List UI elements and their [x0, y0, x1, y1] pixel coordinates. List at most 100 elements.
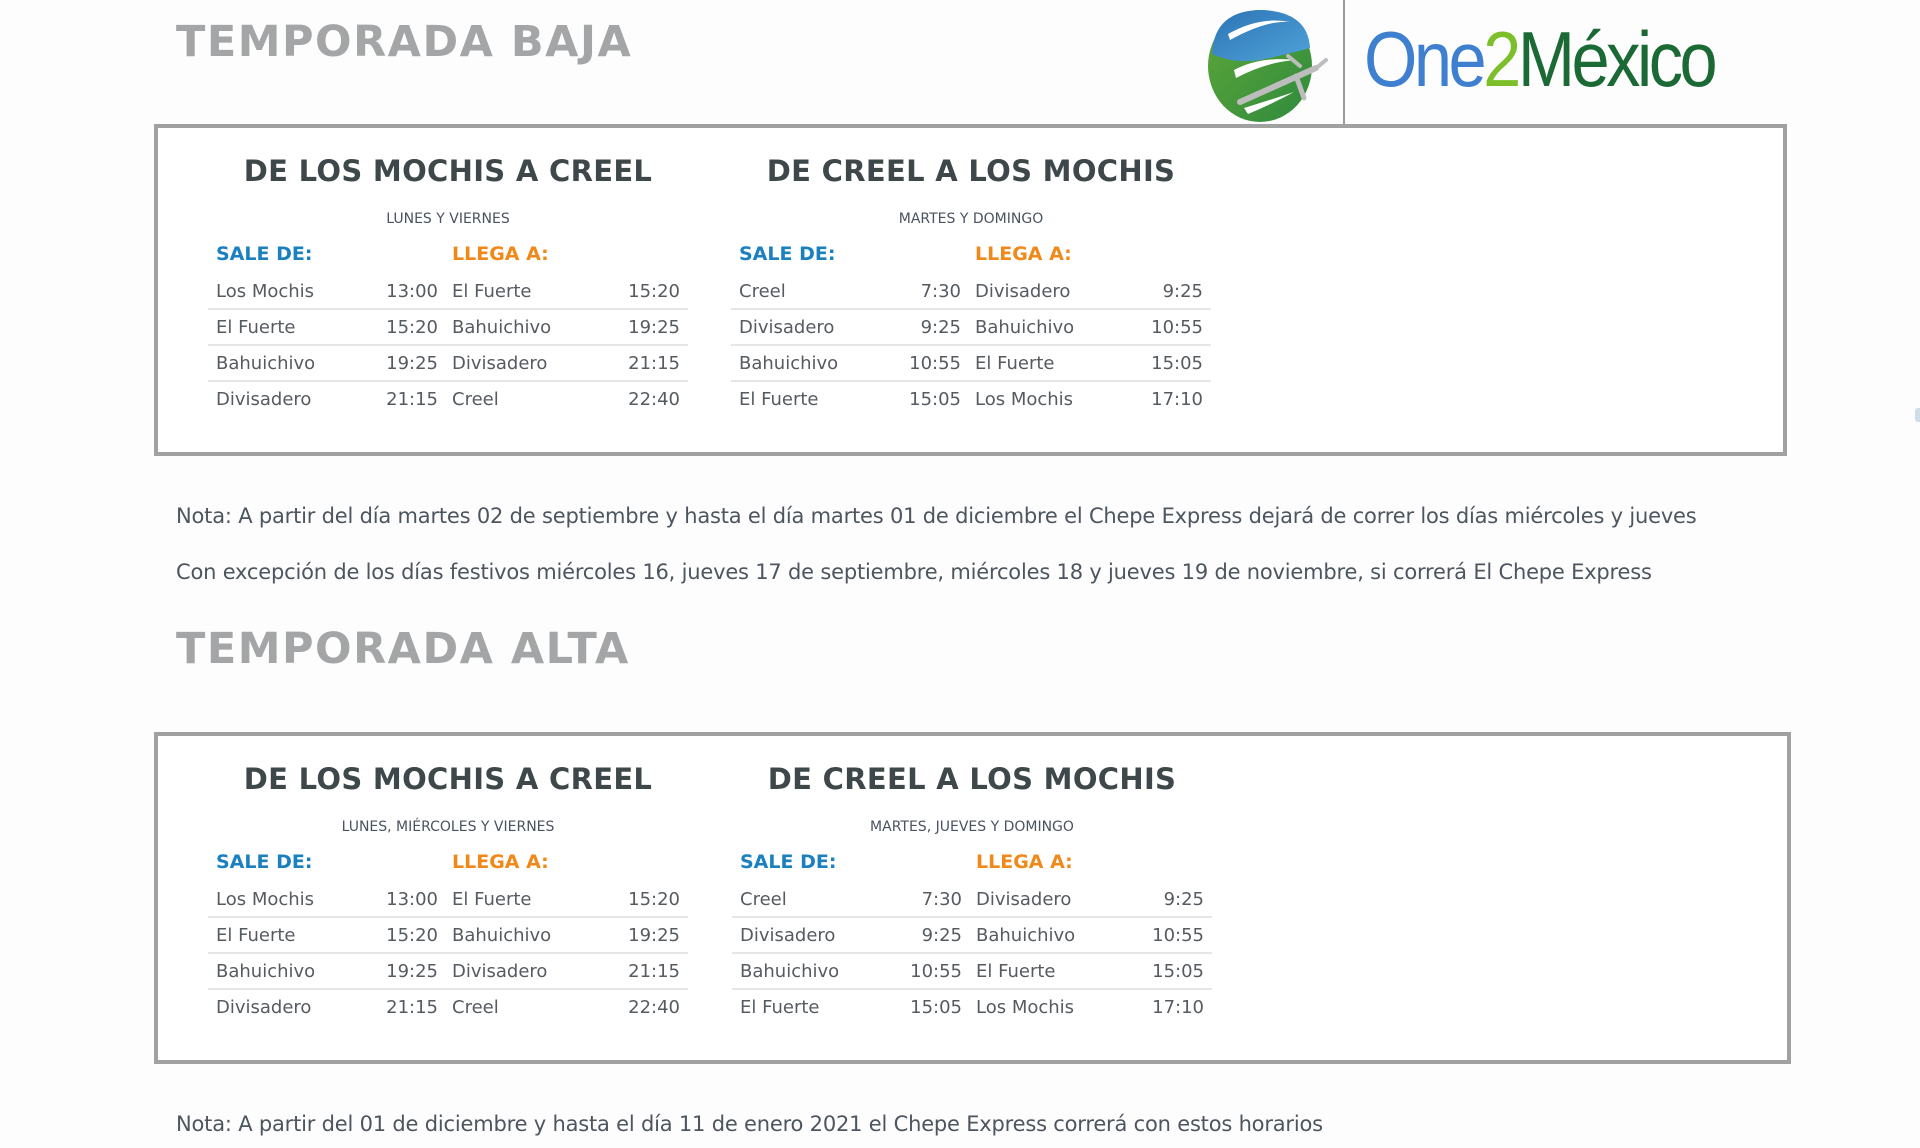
globe-airplane-icon: [1208, 10, 1328, 122]
from-station: Bahuichivo: [216, 961, 316, 982]
departure-time: 7:30: [921, 889, 962, 910]
table-row: Divisadero 9:25 Bahuichivo 10:55: [732, 918, 1212, 954]
logo-divider: [1343, 0, 1345, 126]
from-station: Bahuichivo: [216, 353, 316, 374]
to-station: Bahuichivo: [452, 925, 552, 946]
arrival-time: 22:40: [628, 389, 680, 410]
schedule-table: Creel 7:30 Divisadero 9:25 Divisadero 9:…: [732, 882, 1212, 1026]
from-station: El Fuerte: [739, 389, 819, 410]
from-station: Creel: [740, 889, 787, 910]
to-station: Los Mochis: [976, 997, 1075, 1018]
note-baja-2: Con excepción de los días festivos miérc…: [176, 560, 1652, 584]
to-station: Bahuichivo: [452, 317, 552, 338]
brand-name-mexico: México: [1517, 15, 1718, 103]
departure-time: 7:30: [920, 281, 961, 302]
table-row: Los Mochis 13:00 El Fuerte 15:20: [208, 274, 688, 310]
table-row: Creel 7:30 Divisadero 9:25: [732, 882, 1212, 918]
table-row: Divisadero 21:15 Creel 22:40: [208, 382, 688, 418]
from-station: El Fuerte: [216, 317, 296, 338]
note-alta-1: Nota: A partir del 01 de diciembre y has…: [176, 1112, 1323, 1136]
from-station: El Fuerte: [216, 925, 296, 946]
to-station: El Fuerte: [452, 889, 532, 910]
schedule-box-alta: DE LOS MOCHIS A CREEL LUNES, MIÉRCOLES Y…: [154, 732, 1791, 1064]
to-station: Divisadero: [976, 889, 1072, 910]
departure-time: 13:00: [386, 281, 438, 302]
from-station: El Fuerte: [740, 997, 820, 1018]
to-station: El Fuerte: [975, 353, 1055, 374]
schedule-table: Los Mochis 13:00 El Fuerte 15:20 El Fuer…: [208, 274, 688, 418]
from-station: Bahuichivo: [740, 961, 840, 982]
table-row: Los Mochis 13:00 El Fuerte 15:20: [208, 882, 688, 918]
arrival-time: 9:25: [1162, 281, 1203, 302]
brand-name-one: One: [1364, 15, 1487, 103]
from-station: Los Mochis: [216, 889, 315, 910]
arrival-time: 21:15: [628, 961, 680, 982]
sale-de-label: SALE DE:: [740, 851, 837, 873]
from-station: Los Mochis: [216, 281, 315, 302]
to-station: Bahuichivo: [976, 925, 1076, 946]
from-station: Creel: [739, 281, 786, 302]
route-title: DE CREEL A LOS MOCHIS: [767, 762, 1177, 796]
to-station: Bahuichivo: [975, 317, 1075, 338]
to-station: Creel: [452, 997, 499, 1018]
departure-time: 15:20: [386, 925, 438, 946]
sale-de-label: SALE DE:: [216, 851, 313, 873]
table-row: El Fuerte 15:05 Los Mochis 17:10: [732, 990, 1212, 1026]
to-station: Divisadero: [975, 281, 1071, 302]
arrival-time: 15:05: [1151, 353, 1203, 374]
table-row: Divisadero 9:25 Bahuichivo 10:55: [731, 310, 1211, 346]
arrival-time: 15:20: [628, 281, 680, 302]
departure-time: 21:15: [386, 997, 438, 1018]
route-title: DE LOS MOCHIS A CREEL: [243, 154, 653, 188]
llega-a-label: LLEGA A:: [976, 851, 1073, 873]
from-station: Divisadero: [740, 925, 836, 946]
arrival-time: 19:25: [628, 317, 680, 338]
route-title: DE CREEL A LOS MOCHIS: [766, 154, 1176, 188]
note-baja-1: Nota: A partir del día martes 02 de sept…: [176, 504, 1697, 528]
season-title-baja: TEMPORADA BAJA: [176, 17, 633, 67]
route-days: LUNES, MIÉRCOLES Y VIERNES: [341, 819, 555, 835]
arrival-time: 9:25: [1163, 889, 1204, 910]
departure-time: 10:55: [909, 353, 961, 374]
to-station: Divisadero: [452, 961, 548, 982]
departure-time: 15:20: [386, 317, 438, 338]
table-row: Creel 7:30 Divisadero 9:25: [731, 274, 1211, 310]
to-station: Los Mochis: [975, 389, 1074, 410]
from-station: Bahuichivo: [739, 353, 839, 374]
from-station: Divisadero: [216, 389, 312, 410]
route-title: DE LOS MOCHIS A CREEL: [243, 762, 653, 796]
table-row: El Fuerte 15:20 Bahuichivo 19:25: [208, 310, 688, 346]
arrival-time: 15:20: [628, 889, 680, 910]
to-station: El Fuerte: [976, 961, 1056, 982]
to-station: Divisadero: [452, 353, 548, 374]
arrival-time: 19:25: [628, 925, 680, 946]
departure-time: 15:05: [910, 997, 962, 1018]
arrival-time: 17:10: [1152, 997, 1204, 1018]
llega-a-label: LLEGA A:: [452, 851, 549, 873]
departure-time: 10:55: [910, 961, 962, 982]
arrival-time: 15:05: [1152, 961, 1204, 982]
arrival-time: 21:15: [628, 353, 680, 374]
arrival-time: 10:55: [1152, 925, 1204, 946]
season-title-alta: TEMPORADA ALTA: [176, 624, 630, 674]
llega-a-label: LLEGA A:: [452, 243, 549, 265]
departure-time: 21:15: [386, 389, 438, 410]
table-row: El Fuerte 15:20 Bahuichivo 19:25: [208, 918, 688, 954]
departure-time: 19:25: [386, 353, 438, 374]
from-station: Divisadero: [216, 997, 312, 1018]
llega-a-label: LLEGA A:: [975, 243, 1072, 265]
table-row: Divisadero 21:15 Creel 22:40: [208, 990, 688, 1026]
schedule-table: Creel 7:30 Divisadero 9:25 Divisadero 9:…: [731, 274, 1211, 418]
arrival-time: 10:55: [1151, 317, 1203, 338]
table-row: El Fuerte 15:05 Los Mochis 17:10: [731, 382, 1211, 418]
route-days: LUNES Y VIERNES: [386, 211, 510, 227]
schedule-box-baja: DE LOS MOCHIS A CREEL LUNES Y VIERNES SA…: [154, 124, 1787, 456]
table-row: Bahuichivo 10:55 El Fuerte 15:05: [731, 346, 1211, 382]
arrival-time: 17:10: [1151, 389, 1203, 410]
departure-time: 9:25: [921, 925, 962, 946]
from-station: Divisadero: [739, 317, 835, 338]
departure-time: 19:25: [386, 961, 438, 982]
sale-de-label: SALE DE:: [739, 243, 836, 265]
departure-time: 13:00: [386, 889, 438, 910]
to-station: Creel: [452, 389, 499, 410]
